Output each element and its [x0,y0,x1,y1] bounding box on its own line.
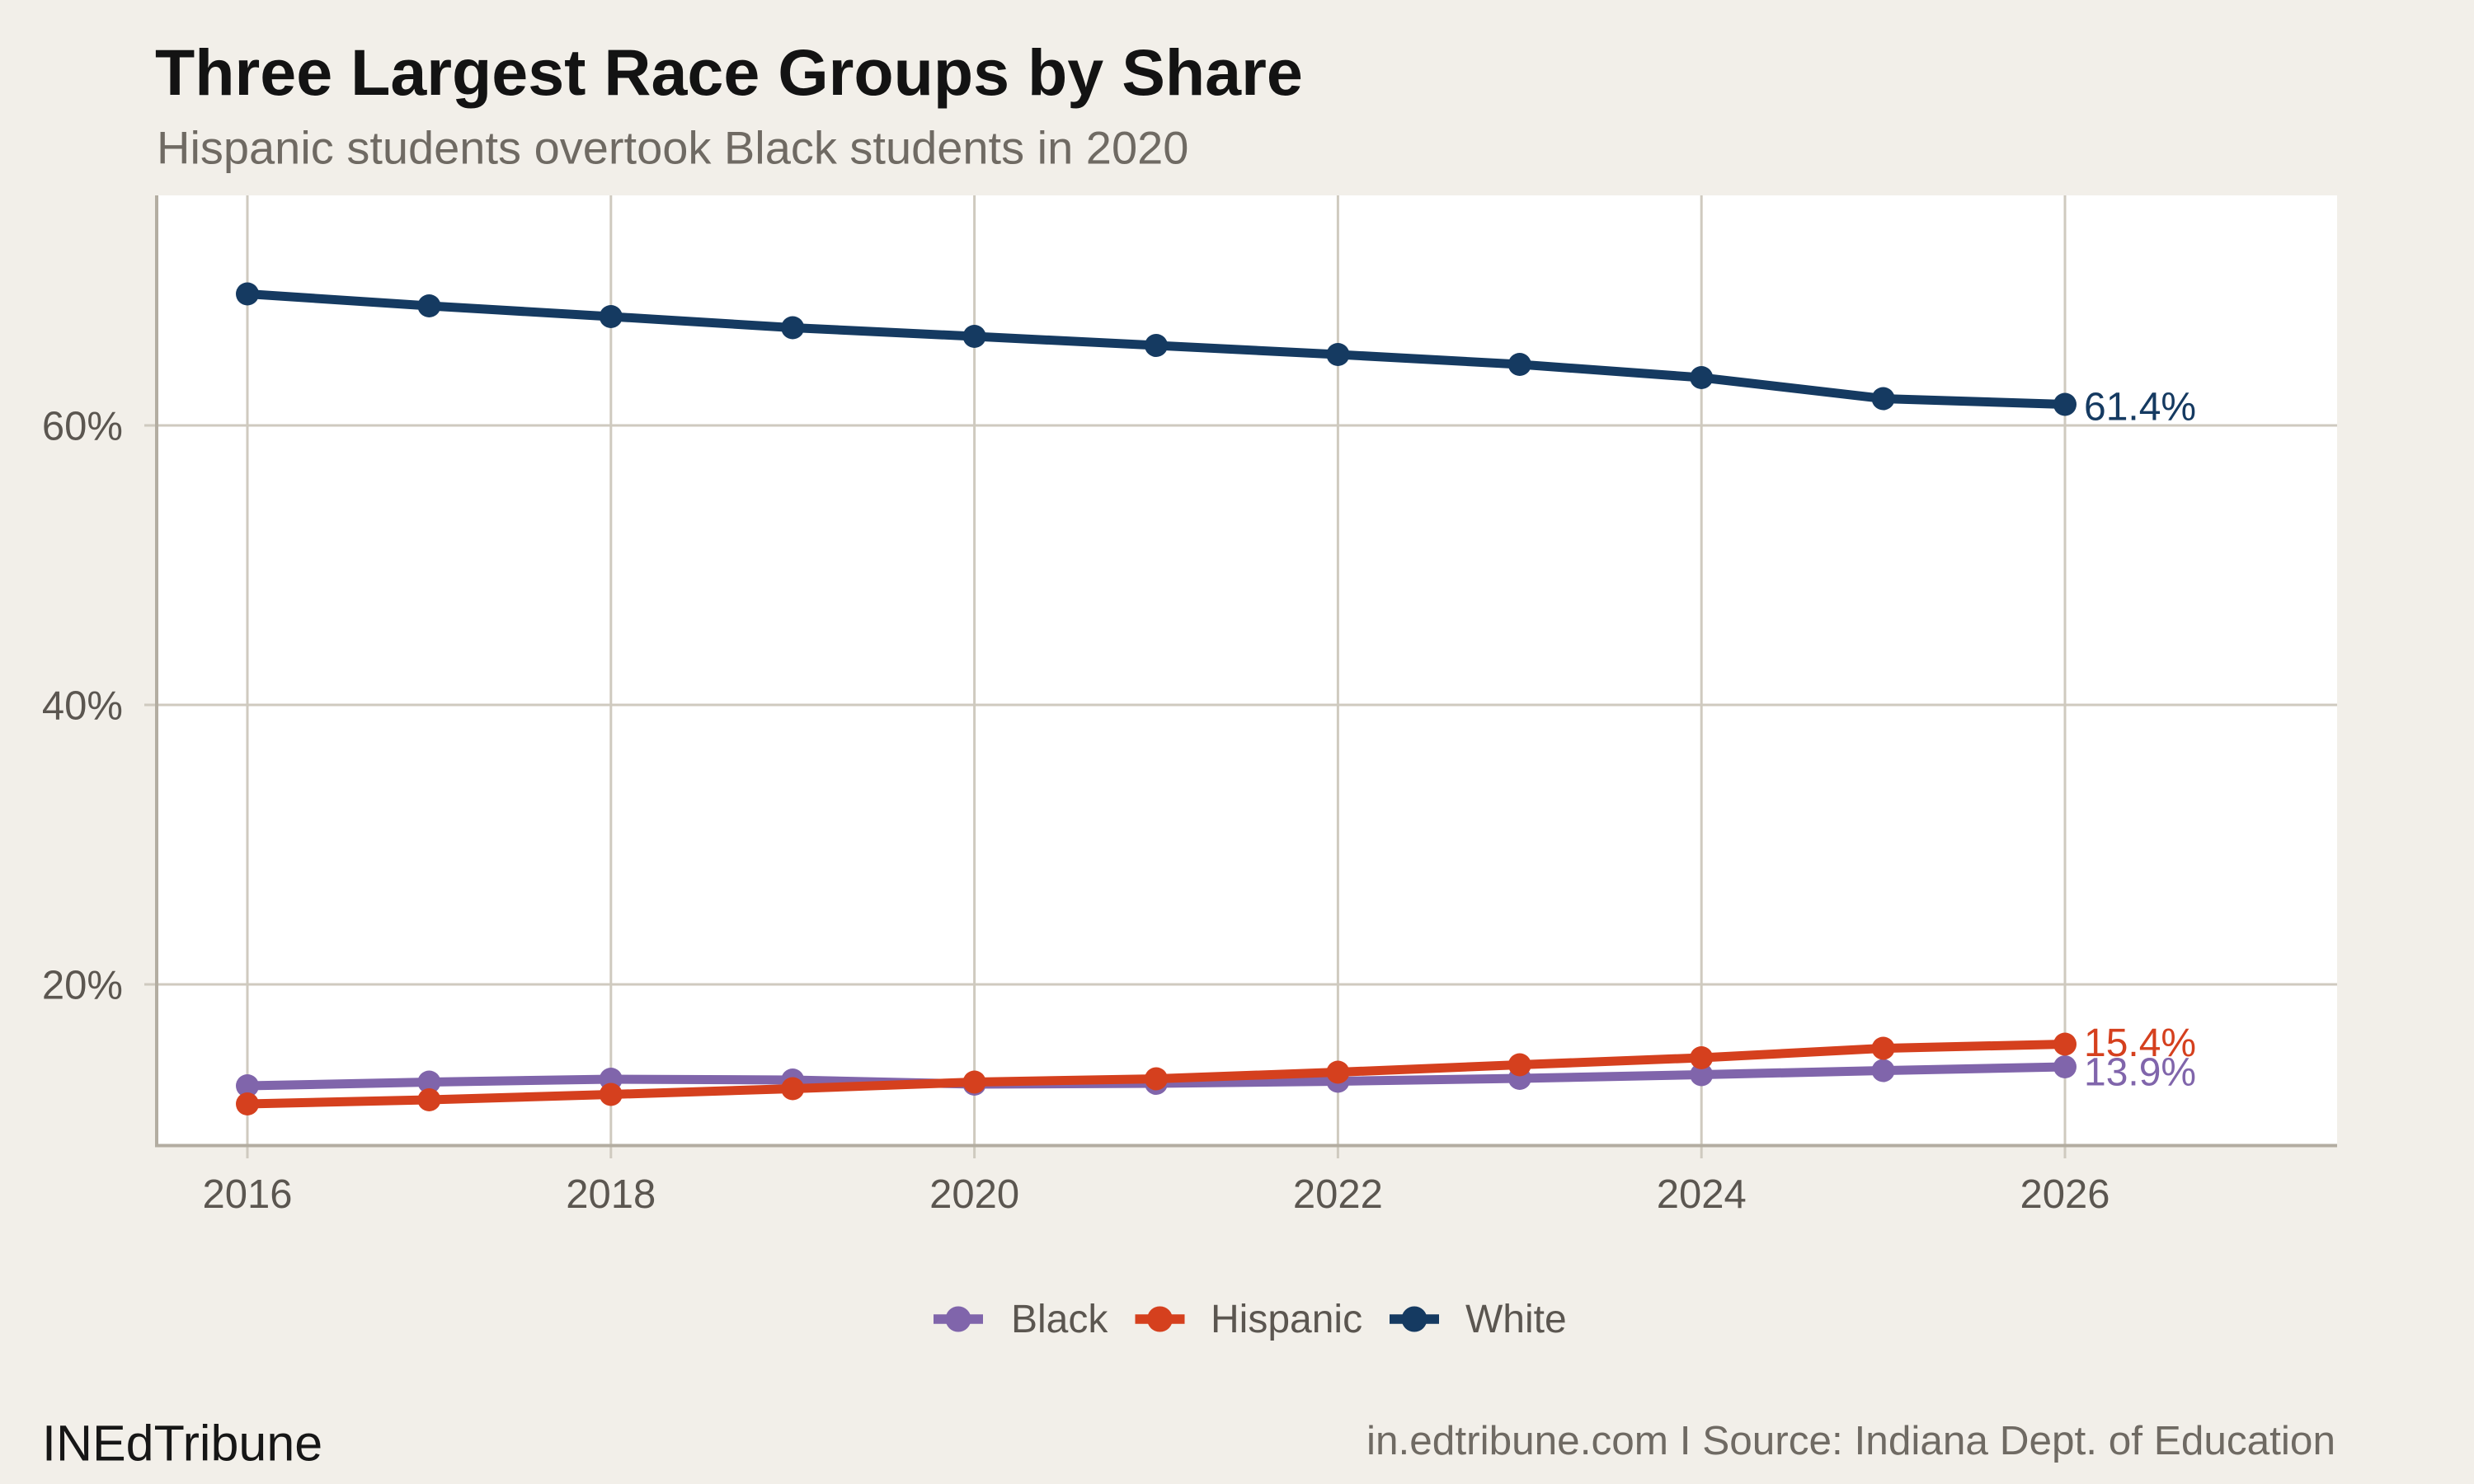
svg-text:Three Largest Race Groups by S: Three Largest Race Groups by Share [155,35,1303,109]
svg-text:Hispanic students overtook Bla: Hispanic students overtook Black student… [157,122,1188,174]
svg-text:Hispanic: Hispanic [1211,1298,1362,1341]
svg-text:60%: 60% [42,405,123,449]
svg-text:2022: 2022 [1293,1172,1383,1217]
svg-text:61.4%: 61.4% [2084,386,2196,430]
svg-text:15.4%: 15.4% [2084,1021,2196,1065]
svg-text:White: White [1465,1298,1567,1341]
svg-text:20%: 20% [42,964,123,1008]
svg-text:Black: Black [1011,1298,1108,1341]
svg-text:in.edtribune.com I Source: Ind: in.edtribune.com I Source: Indiana Dept.… [1366,1418,2335,1463]
svg-text:2020: 2020 [929,1172,1019,1217]
svg-text:13.9%: 13.9% [2084,1051,2196,1095]
svg-text:2026: 2026 [2020,1172,2109,1217]
svg-text:2018: 2018 [566,1172,656,1217]
svg-text:2016: 2016 [202,1172,292,1217]
svg-text:INEdTribune: INEdTribune [42,1416,322,1472]
svg-text:2024: 2024 [1657,1172,1747,1217]
svg-text:40%: 40% [42,684,123,729]
